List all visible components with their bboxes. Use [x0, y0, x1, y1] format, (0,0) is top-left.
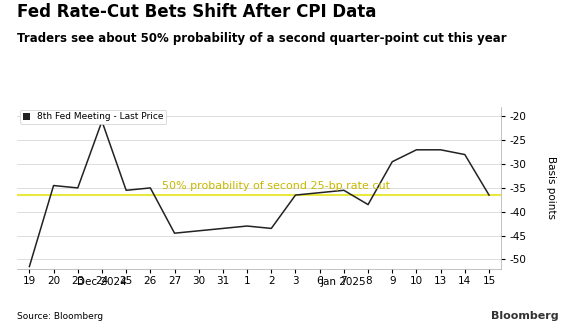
Text: Fed Rate-Cut Bets Shift After CPI Data: Fed Rate-Cut Bets Shift After CPI Data — [17, 3, 377, 21]
Text: 50% probability of second 25-bp rate cut: 50% probability of second 25-bp rate cut — [162, 181, 391, 191]
Legend: 8th Fed Meeting - Last Price: 8th Fed Meeting - Last Price — [20, 110, 166, 124]
Text: Dec 2024: Dec 2024 — [77, 277, 127, 287]
Text: Traders see about 50% probability of a second quarter-point cut this year: Traders see about 50% probability of a s… — [17, 32, 507, 45]
Text: Jan 2025: Jan 2025 — [321, 277, 367, 287]
Text: Source: Bloomberg: Source: Bloomberg — [17, 312, 104, 321]
Y-axis label: Basis points: Basis points — [546, 156, 556, 219]
Text: Bloomberg: Bloomberg — [491, 311, 559, 321]
